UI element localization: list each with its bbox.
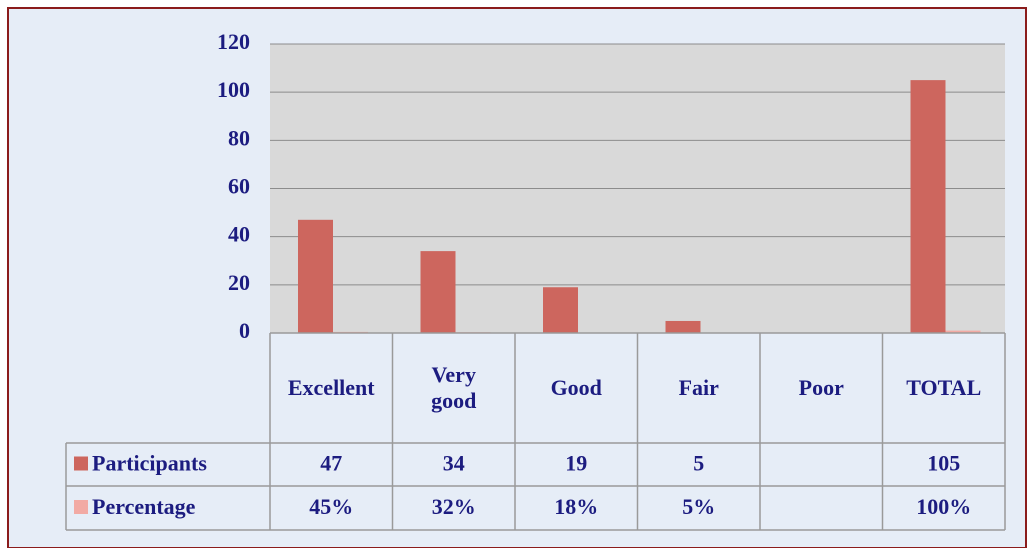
y-tick-label: 80 <box>228 125 250 150</box>
data-table-value: 45% <box>309 494 353 519</box>
bar <box>298 220 333 333</box>
legend-key <box>74 500 88 514</box>
legend-label: Participants <box>92 451 207 476</box>
x-tick-label-box: Very good <box>393 333 516 443</box>
y-tick-label: 60 <box>228 174 250 199</box>
x-tick-label: Very good <box>393 333 516 443</box>
data-table-value: 47 <box>320 451 342 476</box>
x-tick-label: Fair <box>638 333 761 443</box>
data-table-value: 100% <box>916 494 971 519</box>
data-table-value: 105 <box>927 451 960 476</box>
bar <box>543 287 578 333</box>
y-tick-label: 120 <box>217 29 250 54</box>
legend-key <box>74 457 88 471</box>
data-table-value: 32% <box>432 494 476 519</box>
y-tick-label: 0 <box>239 318 250 343</box>
data-table-value: 34 <box>443 451 465 476</box>
bar <box>666 321 701 333</box>
data-table-value: 18% <box>554 494 598 519</box>
x-tick-label: TOTAL <box>883 333 1006 443</box>
x-tick-label-box: Excellent <box>270 333 393 443</box>
x-tick-label-box: Fair <box>638 333 761 443</box>
y-tick-label: 40 <box>228 222 250 247</box>
x-tick-label: Good <box>515 333 638 443</box>
x-tick-label-box: TOTAL <box>883 333 1006 443</box>
data-table-value: 19 <box>565 451 587 476</box>
y-tick-label: 100 <box>217 77 250 102</box>
y-tick-label: 20 <box>228 270 250 295</box>
bar <box>421 251 456 333</box>
data-table-value: 5% <box>682 494 715 519</box>
x-tick-label: Poor <box>760 333 883 443</box>
bar <box>911 80 946 333</box>
legend-label: Percentage <box>92 494 196 519</box>
x-tick-label-box: Poor <box>760 333 883 443</box>
x-tick-label: Excellent <box>270 333 393 443</box>
data-table-value: 5 <box>693 451 704 476</box>
x-tick-label-box: Good <box>515 333 638 443</box>
